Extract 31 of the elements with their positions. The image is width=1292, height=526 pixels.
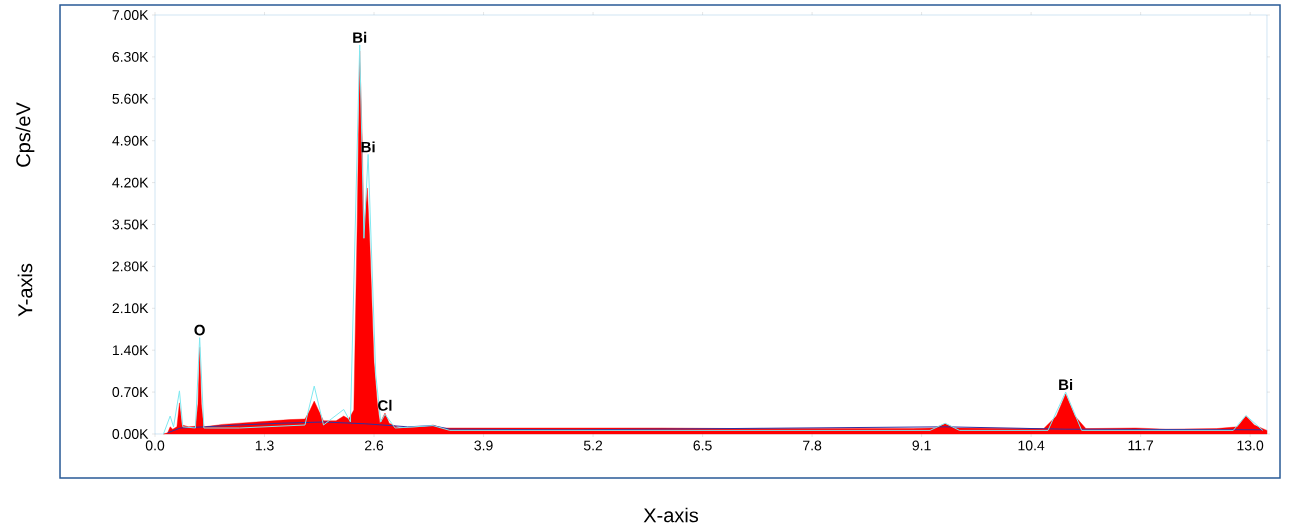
- annotation: Bi: [1059, 379, 1073, 390]
- x-tick-label: 7.8: [803, 440, 822, 451]
- y-tick-label: 4.90K: [112, 135, 149, 146]
- y-tick-label: 3.50K: [112, 219, 149, 230]
- y-tick-label: 0.70K: [112, 387, 149, 398]
- x-tick-label: 6.5: [693, 440, 712, 451]
- x-axis-title: X-axis: [643, 507, 699, 523]
- y-tick-label: 2.10K: [112, 303, 149, 314]
- text: Y-axis: [17, 263, 33, 317]
- annotation: Bi: [353, 31, 367, 43]
- annotation: Bi: [361, 141, 375, 153]
- line-series: [167, 421, 1264, 434]
- y-tick-label: 0.00K: [112, 429, 149, 439]
- y-axis-title: Cps/eV: [15, 102, 35, 167]
- x-tick-label: 9.1: [912, 440, 931, 451]
- x-tick-label: 11.7: [1128, 440, 1154, 451]
- y-tick-label: 5.60K: [112, 93, 149, 104]
- annotation: O: [194, 324, 205, 336]
- y-tick-label: 2.80K: [112, 261, 149, 272]
- y-tick-label: 4.20K: [112, 177, 149, 188]
- y-tick-label: 6.30K: [112, 51, 149, 62]
- x-tick-label: 5.2: [583, 440, 603, 451]
- y-tick-label: 7.00K: [112, 10, 149, 20]
- x-tick-label: 13.0: [1237, 440, 1264, 451]
- x-tick-label: 10.4: [1018, 440, 1045, 451]
- x-tick-label: 1.3: [255, 440, 274, 451]
- x-tick-label: 3.9: [474, 440, 493, 451]
- annotation: Cl: [378, 399, 392, 411]
- x-tick-label: 2.6: [365, 440, 384, 451]
- x-tick-label: 0.0: [145, 440, 165, 451]
- y-tick-label: 1.40K: [112, 345, 149, 356]
